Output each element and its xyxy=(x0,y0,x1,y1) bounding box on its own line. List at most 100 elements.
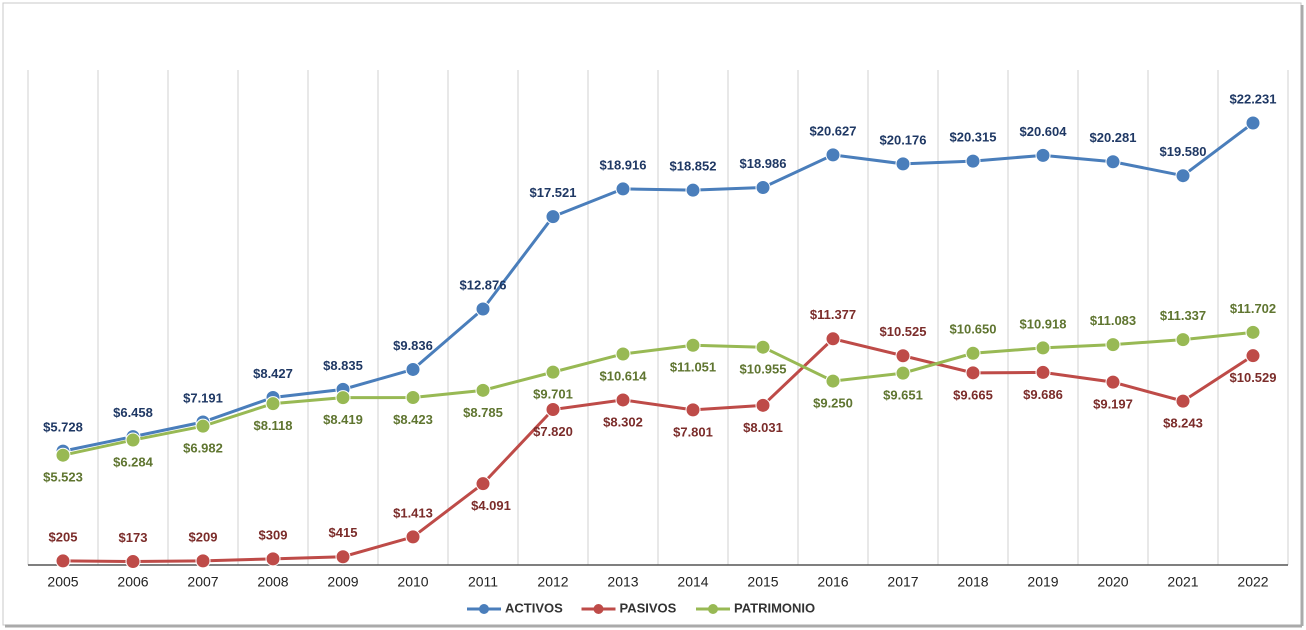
data-point xyxy=(1105,337,1121,353)
data-label: $9.686 xyxy=(1023,387,1063,402)
x-tick-label: 2010 xyxy=(397,574,428,590)
legend-label: ACTIVOS xyxy=(505,600,563,615)
data-label: $8.302 xyxy=(603,414,643,429)
data-label: $19.580 xyxy=(1160,144,1207,159)
series-line xyxy=(62,337,1254,564)
data-point xyxy=(545,209,561,225)
data-point xyxy=(895,348,911,364)
x-tick-label: 2021 xyxy=(1167,574,1198,590)
data-label: $7.191 xyxy=(183,390,223,405)
data-label: $6.982 xyxy=(183,441,223,456)
data-point xyxy=(755,397,771,413)
data-label: $9.651 xyxy=(883,388,923,403)
data-point xyxy=(965,365,981,381)
data-point xyxy=(685,402,701,418)
data-label: $415 xyxy=(329,525,358,540)
data-point xyxy=(475,476,491,492)
data-point xyxy=(1035,147,1051,163)
data-point xyxy=(825,373,841,389)
data-label: $11.337 xyxy=(1160,308,1206,323)
legend-marker xyxy=(593,604,604,614)
data-point xyxy=(755,339,771,355)
data-point xyxy=(125,554,141,570)
legend-label: PATRIMONIO xyxy=(734,600,815,615)
data-label: $209 xyxy=(189,529,218,544)
x-tick-label: 2009 xyxy=(327,574,358,590)
x-tick-label: 2015 xyxy=(747,574,778,590)
data-label: $6.284 xyxy=(113,454,154,469)
data-point xyxy=(1175,168,1191,184)
data-label: $1.413 xyxy=(393,505,433,520)
legend-marker xyxy=(708,604,718,614)
data-point xyxy=(195,418,211,434)
data-label: $9.250 xyxy=(813,396,853,411)
data-label: $18.986 xyxy=(740,156,787,171)
data-label: $309 xyxy=(259,527,288,542)
data-point xyxy=(685,182,701,198)
data-point xyxy=(265,396,281,412)
x-tick-label: 2006 xyxy=(117,574,148,590)
data-point xyxy=(545,364,561,380)
data-label: $12.876 xyxy=(460,277,507,292)
data-point xyxy=(1175,393,1191,409)
data-label: $5.523 xyxy=(43,470,83,485)
data-point xyxy=(55,447,71,463)
legend-label: PASIVOS xyxy=(620,600,677,615)
legend-marker xyxy=(479,604,489,614)
data-label: $6.458 xyxy=(113,405,153,420)
data-point xyxy=(1245,115,1261,131)
data-point xyxy=(1175,332,1191,348)
x-tick-label: 2012 xyxy=(537,574,568,590)
series-line xyxy=(62,121,1254,453)
series-line xyxy=(62,330,1254,457)
x-tick-label: 2007 xyxy=(187,574,218,590)
data-label: $11.051 xyxy=(670,360,716,375)
data-point xyxy=(615,181,631,197)
data-label: $7.801 xyxy=(673,424,713,439)
data-label: $8.031 xyxy=(743,420,783,435)
data-point xyxy=(195,553,211,569)
data-label: $10.529 xyxy=(1230,370,1277,385)
data-label: $8.427 xyxy=(253,366,293,381)
x-tick-label: 2008 xyxy=(257,574,288,590)
data-label: $8.835 xyxy=(323,358,363,373)
data-label: $8.419 xyxy=(323,412,363,427)
data-label: $20.281 xyxy=(1090,130,1137,145)
data-label: $5.728 xyxy=(43,420,83,435)
data-point xyxy=(965,153,981,169)
data-point xyxy=(825,331,841,347)
data-point xyxy=(55,553,71,569)
data-point xyxy=(125,432,141,448)
data-label: $10.614 xyxy=(600,368,648,383)
data-label: $18.916 xyxy=(600,157,647,172)
data-point xyxy=(335,549,351,565)
data-label: $9.665 xyxy=(953,387,993,402)
x-tick-label: 2020 xyxy=(1097,574,1128,590)
data-point xyxy=(1105,374,1121,390)
data-point xyxy=(755,180,771,196)
data-label: $22.231 xyxy=(1230,91,1277,106)
data-label: $9.197 xyxy=(1093,397,1133,412)
data-point xyxy=(1245,324,1261,340)
data-label: $11.377 xyxy=(810,307,856,322)
data-point xyxy=(1245,348,1261,364)
data-label: $8.423 xyxy=(393,412,433,427)
data-point xyxy=(615,392,631,408)
data-label: $7.820 xyxy=(533,424,573,439)
x-tick-label: 2016 xyxy=(817,574,848,590)
data-point xyxy=(405,529,421,545)
data-point xyxy=(475,301,491,317)
data-point xyxy=(265,551,281,567)
data-label: $4.091 xyxy=(471,498,511,513)
data-point xyxy=(825,147,841,163)
x-tick-label: 2022 xyxy=(1237,574,1268,590)
data-point xyxy=(685,337,701,353)
data-label: $173 xyxy=(119,530,148,545)
data-point xyxy=(1035,340,1051,356)
data-label: $20.627 xyxy=(810,123,857,138)
data-point xyxy=(405,361,421,377)
data-point xyxy=(895,156,911,172)
data-point xyxy=(335,390,351,406)
